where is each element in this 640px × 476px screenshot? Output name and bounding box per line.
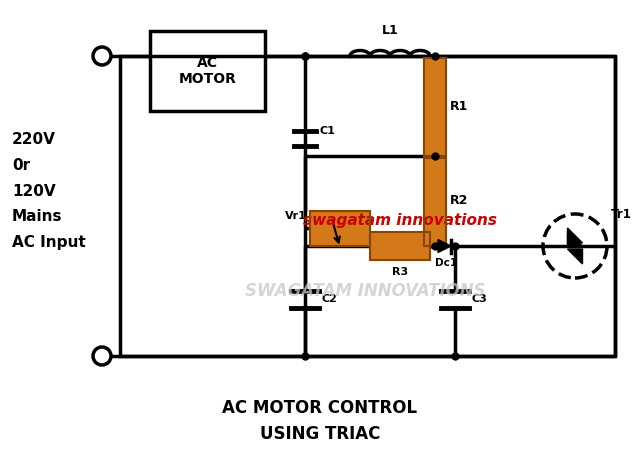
Bar bbox=[310, 210, 370, 246]
Text: SWAGATAM INNOVATIONS: SWAGATAM INNOVATIONS bbox=[244, 282, 485, 300]
Polygon shape bbox=[568, 228, 582, 243]
Text: swagatam innovations: swagatam innovations bbox=[303, 214, 497, 228]
Polygon shape bbox=[568, 249, 582, 264]
Text: AC MOTOR CONTROL
USING TRIAC: AC MOTOR CONTROL USING TRIAC bbox=[223, 399, 417, 443]
Polygon shape bbox=[568, 234, 582, 246]
Text: 220V
0r
120V
Mains
AC Input: 220V 0r 120V Mains AC Input bbox=[12, 132, 86, 250]
Bar bbox=[424, 158, 446, 246]
Text: R1: R1 bbox=[450, 99, 468, 112]
Bar bbox=[370, 232, 430, 260]
Text: L1: L1 bbox=[381, 24, 398, 37]
Bar bbox=[150, 31, 265, 111]
Text: Vr1: Vr1 bbox=[285, 211, 307, 221]
Bar bbox=[424, 58, 446, 156]
Text: C1: C1 bbox=[319, 126, 335, 136]
Polygon shape bbox=[438, 239, 451, 252]
Text: C2: C2 bbox=[321, 295, 337, 305]
Bar bbox=[424, 58, 446, 156]
Text: Dc1: Dc1 bbox=[435, 258, 458, 268]
Text: C3: C3 bbox=[471, 295, 487, 305]
Bar bbox=[120, 56, 615, 356]
Bar bbox=[310, 210, 370, 246]
Text: R2: R2 bbox=[450, 195, 468, 208]
Bar bbox=[424, 158, 446, 246]
Text: R3: R3 bbox=[392, 267, 408, 277]
Text: AC
MOTOR: AC MOTOR bbox=[179, 56, 236, 86]
Text: Tr1: Tr1 bbox=[611, 208, 632, 220]
Bar bbox=[370, 232, 430, 260]
